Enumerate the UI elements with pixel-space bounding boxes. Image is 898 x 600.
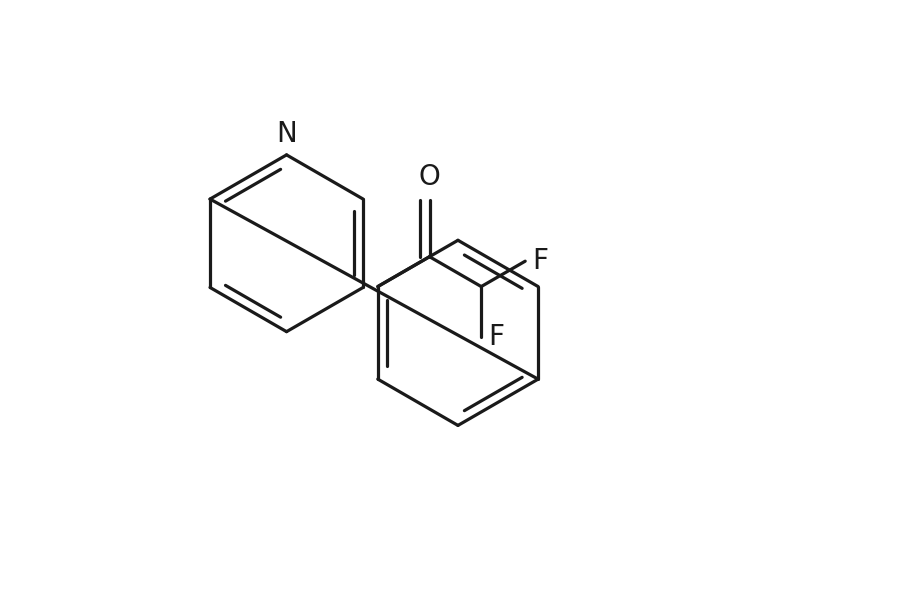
Text: O: O [418,163,440,191]
Text: F: F [533,247,549,275]
Text: N: N [277,120,297,148]
Text: F: F [489,323,505,352]
